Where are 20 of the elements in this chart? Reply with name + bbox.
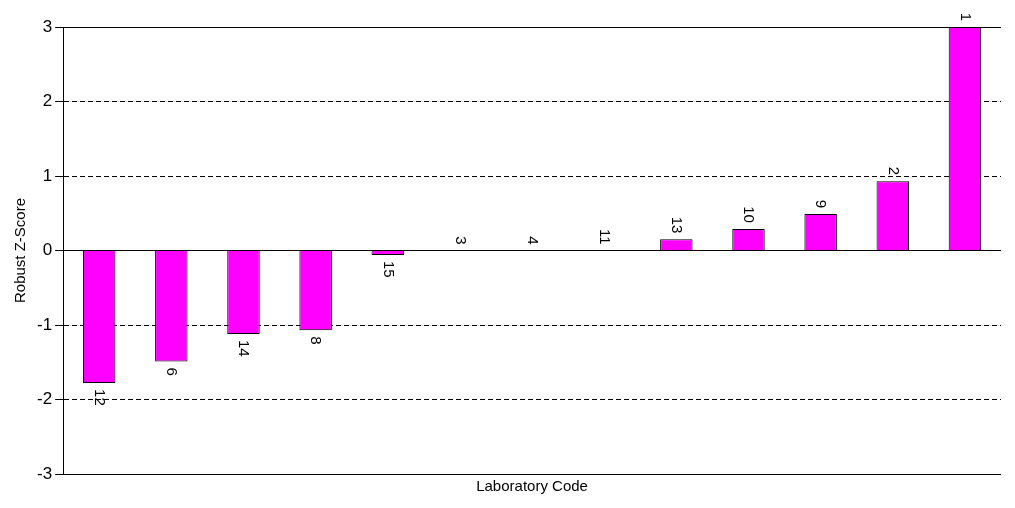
y-tick-label: 2 <box>42 91 53 111</box>
x-tick-label: 14 <box>236 339 254 357</box>
y-tick-label: 3 <box>42 16 53 36</box>
x-tick-label: 3 <box>452 236 470 245</box>
y-tick-label: -2 <box>36 389 53 409</box>
x-tick-label: 10 <box>741 206 759 223</box>
x-tick-label: 13 <box>669 216 687 234</box>
x-tick-label: 15 <box>380 260 398 278</box>
x-tick-label: 12 <box>92 389 110 406</box>
x-axis-title: Laboratory Code <box>476 477 588 495</box>
y-axis-title: Robust Z-Score <box>11 197 29 304</box>
y-tick-label: -3 <box>36 463 53 483</box>
y-tick-label: -1 <box>36 314 53 334</box>
y-tick-label: 1 <box>42 165 53 185</box>
x-tick-label: 6 <box>164 367 182 376</box>
x-tick-label: 11 <box>597 228 615 245</box>
x-tick-label: 4 <box>524 236 542 245</box>
x-tick-label: 9 <box>813 199 831 208</box>
y-tick-label: 0 <box>42 240 53 260</box>
x-tick-label: 8 <box>308 336 326 345</box>
